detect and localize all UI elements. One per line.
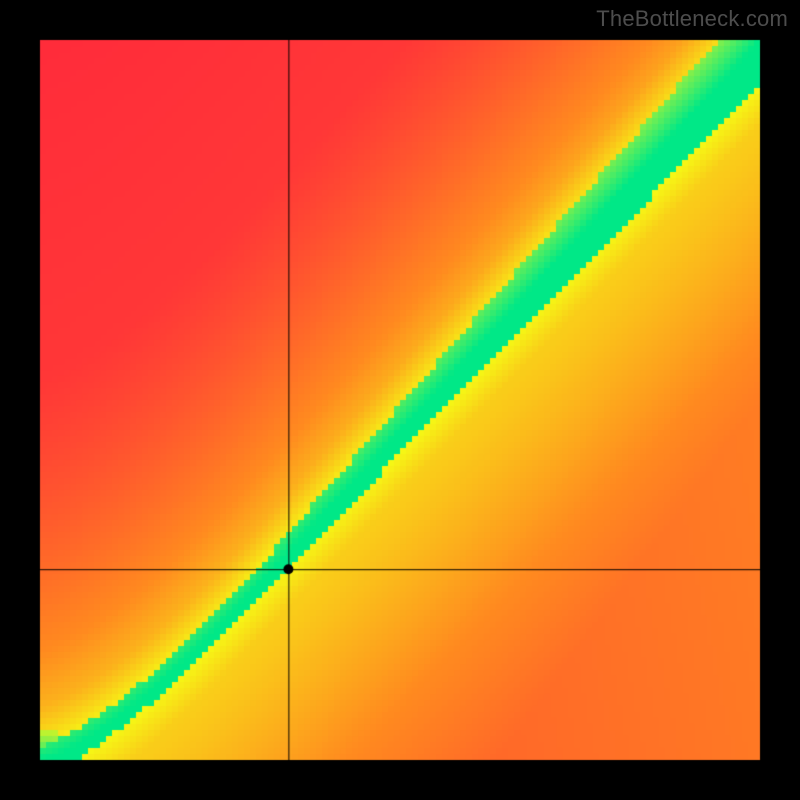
chart-container: TheBottleneck.com <box>0 0 800 800</box>
bottleneck-heatmap <box>0 0 800 800</box>
